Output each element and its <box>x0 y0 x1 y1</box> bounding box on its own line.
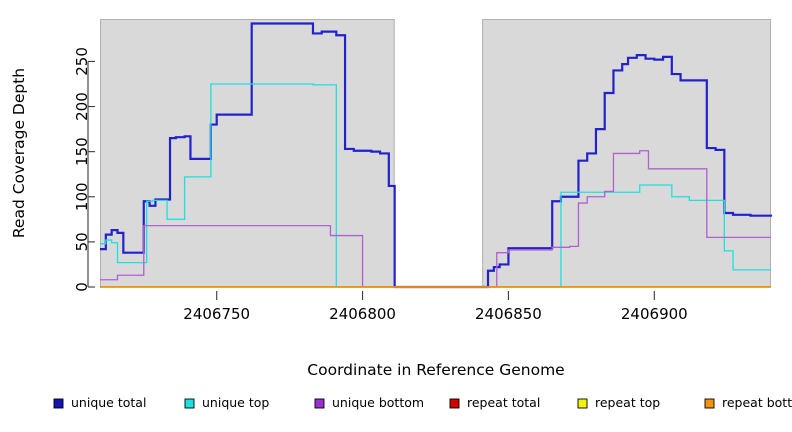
legend-swatch <box>449 398 460 409</box>
y-tick-label: 0 <box>73 282 91 292</box>
legend-label: unique total <box>71 395 146 410</box>
y-tick-label: 250 <box>73 47 91 76</box>
x-tick-label: 2406800 <box>329 305 396 323</box>
legend-item-repeat-bottom[interactable]: repeat bottom <box>704 395 792 410</box>
legend-swatch <box>577 398 588 409</box>
x-tick-label: 2406850 <box>475 305 542 323</box>
legend-item-unique-bottom[interactable]: unique bottom <box>314 395 424 410</box>
legend: unique total unique top unique bottom repea… <box>53 395 792 410</box>
series-lines <box>100 22 773 289</box>
y-tick-label: 200 <box>73 92 91 121</box>
legend-item-unique-top[interactable]: unique top <box>184 395 269 410</box>
legend-label: unique bottom <box>332 395 424 410</box>
axes <box>87 60 655 300</box>
series-unique-top <box>100 83 771 288</box>
x-axis-title: Coordinate in Reference Genome <box>307 361 564 379</box>
legend-swatch <box>184 398 195 409</box>
legend-label: repeat bottom <box>722 395 792 410</box>
legend-swatch <box>704 398 715 409</box>
legend-swatch <box>314 398 325 409</box>
legend-label: repeat top <box>595 395 660 410</box>
series-unique-bottom <box>100 150 771 288</box>
x-tick-label: 2406750 <box>183 305 250 323</box>
y-tick-label: 100 <box>73 182 91 211</box>
tick-labels: 0 50 100 150 200 250 2406750 2406800 2406850 2406… <box>73 47 688 323</box>
legend-label: repeat total <box>467 395 540 410</box>
plot-panel <box>100 19 771 287</box>
y-axis-title: Read Coverage Depth <box>10 68 28 238</box>
y-tick-label: 150 <box>73 137 91 166</box>
legend-item-repeat-total[interactable]: repeat total <box>449 395 540 410</box>
legend-item-repeat-top[interactable]: repeat top <box>577 395 660 410</box>
x-tick-label: 2406900 <box>621 305 688 323</box>
legend-swatch <box>53 398 64 409</box>
legend-label: unique top <box>202 395 269 410</box>
y-tick-label: 50 <box>73 232 91 251</box>
legend-item-unique-total[interactable]: unique total <box>53 395 146 410</box>
